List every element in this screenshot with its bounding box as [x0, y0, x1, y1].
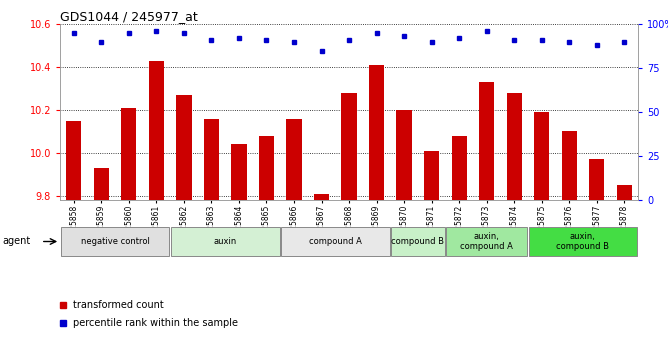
Bar [287, 119, 301, 200]
Bar [231, 144, 246, 200]
Text: percentile rank within the sample: percentile rank within the sample [73, 318, 238, 328]
Bar [506, 93, 522, 200]
Bar [369, 65, 384, 200]
Text: transformed count: transformed count [73, 300, 164, 310]
Bar [617, 185, 632, 200]
Bar [281, 227, 389, 256]
Bar [479, 82, 494, 200]
Bar [528, 227, 637, 256]
Bar [122, 108, 136, 200]
Text: auxin,
compound B: auxin, compound B [556, 232, 609, 251]
Bar [391, 227, 445, 256]
Bar [452, 136, 467, 200]
Bar [446, 227, 527, 256]
Text: GDS1044 / 245977_at: GDS1044 / 245977_at [60, 10, 198, 23]
Bar [176, 95, 192, 200]
Bar [94, 168, 109, 200]
Bar [424, 151, 439, 200]
Bar [341, 93, 357, 200]
Bar [204, 119, 219, 200]
Bar [314, 194, 329, 200]
Bar [61, 227, 170, 256]
Bar [259, 136, 274, 200]
Bar [534, 112, 549, 200]
Bar [397, 110, 411, 200]
Text: auxin,
compound A: auxin, compound A [460, 232, 513, 251]
Bar [171, 227, 279, 256]
Text: auxin: auxin [214, 237, 237, 246]
Text: compound B: compound B [391, 237, 444, 246]
Text: agent: agent [2, 237, 30, 246]
Bar [149, 61, 164, 200]
Bar [589, 159, 605, 200]
Text: negative control: negative control [81, 237, 150, 246]
Bar [562, 131, 576, 200]
Text: compound A: compound A [309, 237, 361, 246]
Bar [66, 121, 81, 200]
